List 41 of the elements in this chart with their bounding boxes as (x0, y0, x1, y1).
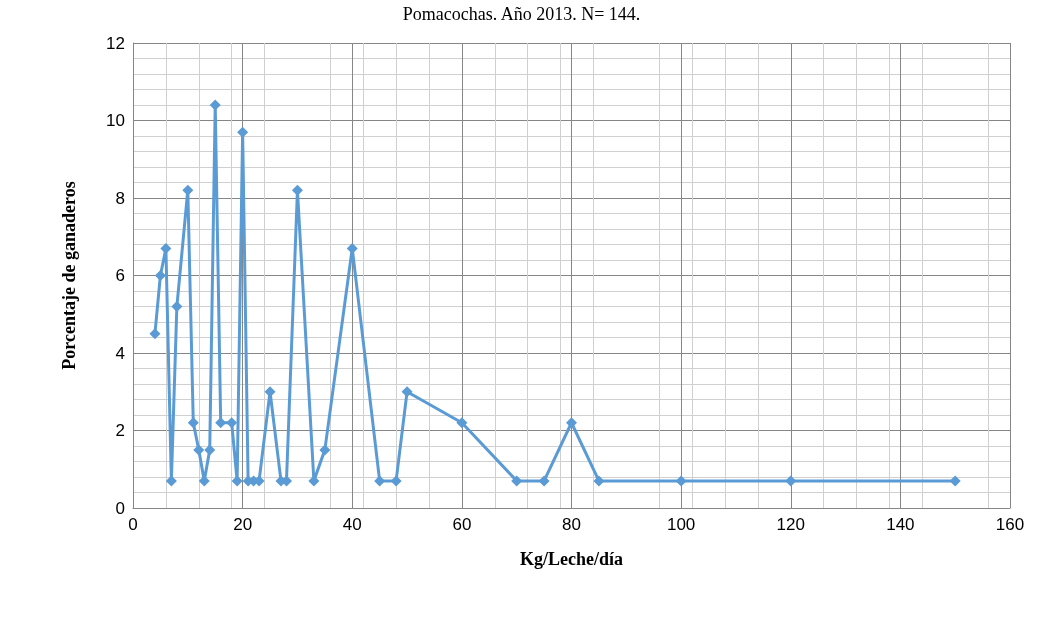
x-tick-label: 40 (342, 515, 362, 534)
point (160, 242, 172, 254)
y-tick-label: 10 (106, 111, 125, 130)
point (204, 444, 216, 456)
y-tick-label: 2 (115, 421, 125, 440)
x-tick-label: 60 (452, 515, 472, 534)
x-tick-label: 160 (995, 515, 1025, 534)
x-tick-label: 80 (562, 515, 581, 534)
y-tick-label: 8 (115, 188, 125, 208)
point (231, 475, 243, 487)
point (675, 475, 687, 487)
x-axis-title: Kg/Leche/día (520, 549, 623, 569)
point (187, 417, 199, 429)
x-tick-label: 140 (886, 515, 915, 534)
point (291, 184, 303, 196)
y-tick-label: 6 (115, 266, 125, 285)
x-tick-label: 0 (128, 515, 138, 534)
point (566, 417, 577, 429)
x-tick-label: 100 (666, 515, 696, 534)
point (319, 444, 331, 456)
point (182, 184, 194, 196)
point (390, 475, 402, 487)
y-axis-title: Porcentaje de ganaderos (59, 181, 79, 370)
point (401, 386, 413, 398)
point (209, 99, 221, 111)
point (538, 475, 550, 487)
point (593, 475, 605, 487)
x-tick-label: 20 (233, 515, 253, 534)
point (193, 444, 205, 456)
y-tick-label: 0 (115, 498, 125, 518)
point (226, 417, 238, 429)
point (154, 270, 166, 281)
point (149, 328, 161, 340)
point (346, 242, 358, 254)
x-tick-label: 120 (776, 515, 805, 534)
chart-title: Pomacochas. Año 2013. N= 144. (402, 4, 641, 24)
point (456, 417, 468, 429)
point (171, 301, 183, 312)
y-tick-label: 4 (115, 343, 125, 363)
point (237, 126, 249, 138)
y-tick-label: 12 (106, 33, 125, 53)
